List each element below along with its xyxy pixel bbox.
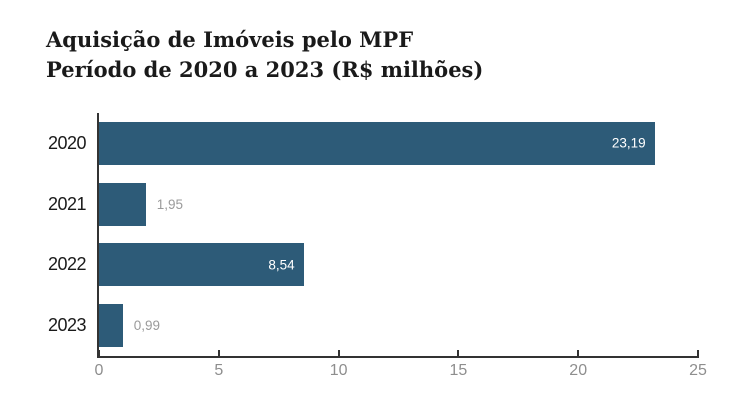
y-axis-line	[97, 113, 99, 358]
bar-2021	[99, 182, 146, 226]
x-tick-mark	[217, 350, 220, 358]
plot-area: 2020 23,19 2021 1,95 2022 8,54 2023 0,99 0 5 10 15…	[48, 113, 707, 379]
bar-2022: 8,54	[99, 243, 304, 287]
category-label: 2022	[47, 254, 87, 275]
x-tick-mark	[577, 350, 580, 358]
bar-rows: 2020 23,19 2021 1,95 2022 8,54 2023 0,99	[48, 113, 698, 356]
category-label: 2021	[47, 193, 87, 214]
x-tick-mark	[697, 350, 699, 358]
bar-2023	[99, 304, 123, 348]
bar-row-2020: 2020 23,19	[48, 113, 698, 174]
value-label: 23,19	[611, 135, 646, 151]
x-axis-line	[97, 356, 698, 358]
x-tick-label: 25	[689, 362, 707, 379]
x-tick-mark	[98, 350, 100, 358]
category-label: 2023	[47, 315, 87, 336]
bar-row-2023: 2023 0,99	[48, 295, 698, 356]
chart-title-line1: Aquisição de Imóveis pelo MPF	[46, 27, 414, 52]
x-tick-mark	[457, 350, 460, 358]
chart-title-line2: Período de 2020 a 2023 (R$ milhões)	[46, 57, 484, 82]
bar-row-2022: 2022 8,54	[48, 235, 698, 296]
category-label: 2020	[47, 132, 87, 153]
x-tick-mark	[337, 350, 340, 358]
value-label: 8,54	[268, 257, 295, 273]
bar-row-2021: 2021 1,95	[48, 174, 698, 235]
value-label: 1,95	[156, 196, 183, 212]
bar-2020: 23,19	[99, 121, 655, 165]
value-label: 0,99	[133, 318, 160, 334]
x-tick-label: 20	[569, 362, 588, 379]
chart-title: Aquisição de Imóveis pelo MPF Período de…	[46, 25, 483, 85]
x-tick-label: 0	[94, 362, 104, 379]
x-tick-label: 10	[329, 362, 348, 379]
x-tick-label: 15	[449, 362, 468, 379]
x-tick-label: 5	[214, 362, 224, 379]
